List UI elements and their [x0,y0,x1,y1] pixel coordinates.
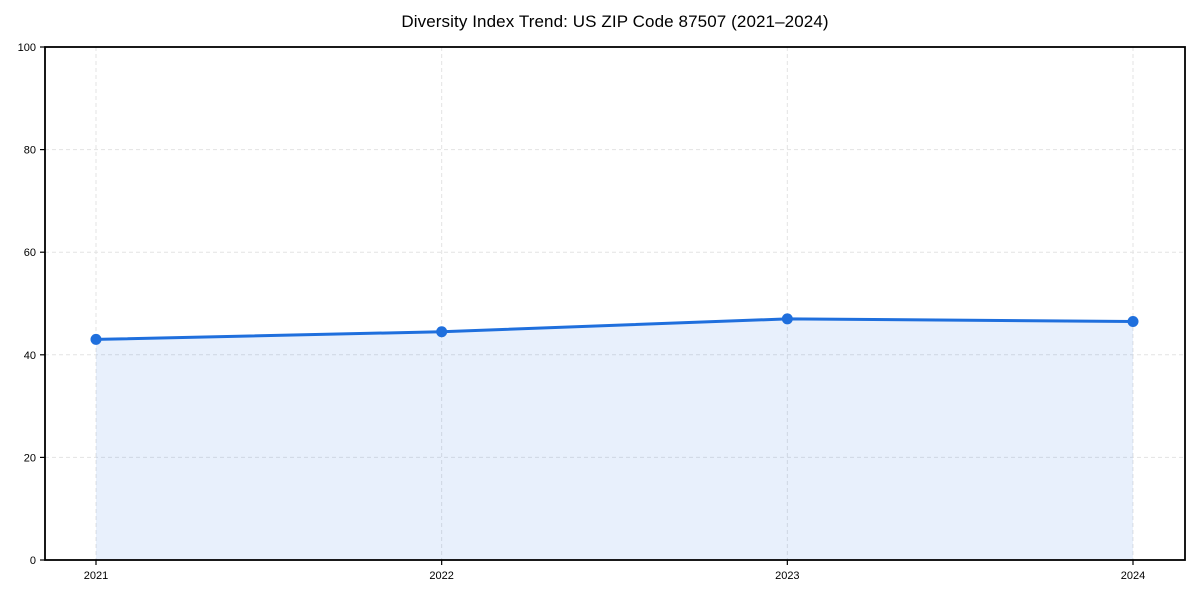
x-tick-label: 2022 [429,570,453,582]
y-tick-label: 100 [18,42,36,54]
plot-border [44,46,1186,561]
x-tick-label: 2021 [84,570,108,582]
y-tick-label: 80 [24,145,36,157]
data-point-marker [1127,315,1139,327]
chart-title: Diversity Index Trend: US ZIP Code 87507… [401,12,829,31]
x-tick-label: 2024 [1121,570,1145,582]
y-tick-label: 0 [30,555,36,567]
y-tick-label: 40 [24,350,36,362]
y-tick-label: 20 [24,452,36,464]
area-fill [96,318,1133,560]
y-tick-label: 60 [24,247,36,259]
data-point-marker [781,313,793,325]
x-tick-label: 2023 [775,570,799,582]
trend-line [94,317,1135,341]
data-point-marker [90,333,102,345]
data-point-marker [436,326,448,338]
